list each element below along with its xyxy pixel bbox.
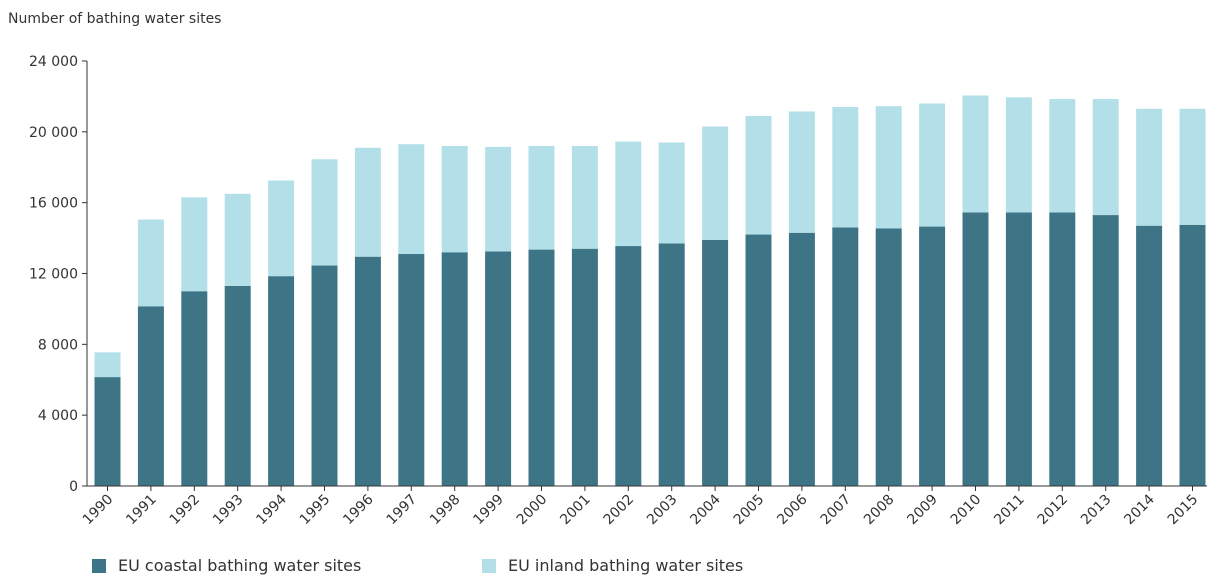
x-tick-label-2000: 2000 xyxy=(514,492,551,529)
bar-coastal-2006 xyxy=(788,232,815,486)
bar-inland-2004 xyxy=(702,126,729,240)
bar-inland-2011 xyxy=(1005,97,1032,213)
bar-coastal-1993 xyxy=(224,285,251,486)
bar-inland-2001 xyxy=(571,146,598,249)
bar-inland-2010 xyxy=(962,95,989,213)
y-tick-label: 0 xyxy=(69,479,78,495)
bar-inland-2005 xyxy=(745,115,772,235)
legend-swatch-inland xyxy=(482,558,496,573)
bar-coastal-1999 xyxy=(485,251,512,486)
bar-inland-1994 xyxy=(268,180,295,277)
bar-inland-1996 xyxy=(354,147,381,257)
x-axis: 1990 1991 1992 1993 1994 1995 1996 1997 1998 1999… xyxy=(80,485,1207,529)
legend-item-inland: EU inland bathing water sites xyxy=(482,556,872,575)
bar-coastal-1992 xyxy=(181,291,208,486)
bar-coastal-2007 xyxy=(832,227,859,486)
x-tick-label-2004: 2004 xyxy=(687,491,724,528)
bar-coastal-2010 xyxy=(962,212,989,486)
bar-coastal-2005 xyxy=(745,234,772,486)
bar-inland-2000 xyxy=(528,146,555,250)
bar-coastal-2015 xyxy=(1179,224,1206,487)
x-tick-label-2005: 2005 xyxy=(731,492,768,529)
bar-inland-1995 xyxy=(311,159,338,266)
bar-coastal-1996 xyxy=(354,256,381,486)
x-tick-label-2009: 2009 xyxy=(904,492,941,529)
bar-inland-2003 xyxy=(658,142,685,244)
x-tick-label-2007: 2007 xyxy=(818,492,855,529)
bar-inland-2014 xyxy=(1136,108,1163,226)
y-tick-label: 20 000 xyxy=(29,125,78,141)
legend-swatch-coastal xyxy=(92,558,106,573)
bar-inland-1997 xyxy=(398,144,425,255)
legend-label-inland: EU inland bathing water sites xyxy=(508,556,744,575)
bar-coastal-2004 xyxy=(702,239,729,486)
y-axis: 0 4 000 8 000 12 000 16 000 20 000 24 000 xyxy=(29,54,88,495)
x-tick-label-1993: 1993 xyxy=(210,492,247,529)
x-tick-label-2012: 2012 xyxy=(1035,492,1072,529)
x-tick-label-1998: 1998 xyxy=(427,492,464,529)
bar-coastal-2009 xyxy=(919,226,946,486)
bar-inland-1990 xyxy=(94,352,121,378)
bar-inland-1999 xyxy=(485,146,512,252)
x-tick-label-1996: 1996 xyxy=(340,491,377,528)
bar-coastal-1995 xyxy=(311,265,338,486)
legend: EU coastal bathing water sites EU inland… xyxy=(92,556,872,575)
bar-coastal-2002 xyxy=(615,246,642,486)
bars xyxy=(94,95,1206,487)
x-tick-label-1992: 1992 xyxy=(167,492,204,529)
bar-inland-2015 xyxy=(1179,108,1206,225)
bar-inland-2008 xyxy=(875,106,902,229)
x-tick-label-1995: 1995 xyxy=(297,492,334,529)
y-axis-title: Number of bathing water sites xyxy=(8,11,221,27)
x-tick-label-2013: 2013 xyxy=(1078,492,1115,529)
bar-inland-2006 xyxy=(788,111,815,233)
x-tick-label-2001: 2001 xyxy=(557,492,594,529)
x-tick-label-1997: 1997 xyxy=(384,492,421,529)
bar-coastal-1991 xyxy=(137,306,164,486)
y-tick-label: 16 000 xyxy=(29,196,78,212)
bar-inland-1993 xyxy=(224,193,251,286)
bar-coastal-2012 xyxy=(1049,212,1076,486)
x-tick-label-2008: 2008 xyxy=(861,492,898,529)
bar-coastal-2013 xyxy=(1092,215,1119,486)
y-tick-label: 12 000 xyxy=(29,267,78,283)
bar-coastal-1998 xyxy=(441,252,468,486)
bar-coastal-1997 xyxy=(398,254,425,486)
x-tick-label-2015: 2015 xyxy=(1165,492,1202,529)
bar-inland-2007 xyxy=(832,107,859,228)
y-tick-label: 8 000 xyxy=(38,337,78,353)
bar-coastal-2008 xyxy=(875,228,902,486)
x-tick-label-1994: 1994 xyxy=(253,491,290,528)
bar-coastal-2001 xyxy=(571,248,598,486)
bar-inland-1998 xyxy=(441,146,468,253)
bar-coastal-2011 xyxy=(1005,212,1032,486)
bar-inland-1992 xyxy=(181,197,208,292)
x-tick-label-2003: 2003 xyxy=(644,492,681,529)
x-tick-label-2014: 2014 xyxy=(1121,491,1158,528)
bar-coastal-1990 xyxy=(94,377,121,486)
bar-coastal-2000 xyxy=(528,249,555,486)
y-tick-label: 24 000 xyxy=(29,54,78,70)
bar-coastal-2014 xyxy=(1136,225,1163,486)
bar-inland-1991 xyxy=(137,219,164,307)
legend-label-coastal: EU coastal bathing water sites xyxy=(118,556,362,575)
bar-inland-2012 xyxy=(1049,99,1076,213)
bar-inland-2013 xyxy=(1092,99,1119,216)
bar-coastal-1994 xyxy=(268,276,295,486)
legend-item-coastal: EU coastal bathing water sites xyxy=(92,556,482,575)
x-tick-label-1999: 1999 xyxy=(470,492,507,529)
x-tick-label-1990: 1990 xyxy=(80,492,117,529)
bar-coastal-2003 xyxy=(658,243,685,486)
y-tick-label: 4 000 xyxy=(38,408,78,424)
bar-inland-2002 xyxy=(615,141,642,247)
x-tick-label-2006: 2006 xyxy=(774,491,811,528)
bar-inland-2009 xyxy=(919,103,946,227)
x-tick-label-1991: 1991 xyxy=(123,492,160,529)
x-tick-label-2010: 2010 xyxy=(948,492,985,529)
x-tick-label-2002: 2002 xyxy=(601,492,638,529)
x-tick-label-2011: 2011 xyxy=(991,492,1028,529)
